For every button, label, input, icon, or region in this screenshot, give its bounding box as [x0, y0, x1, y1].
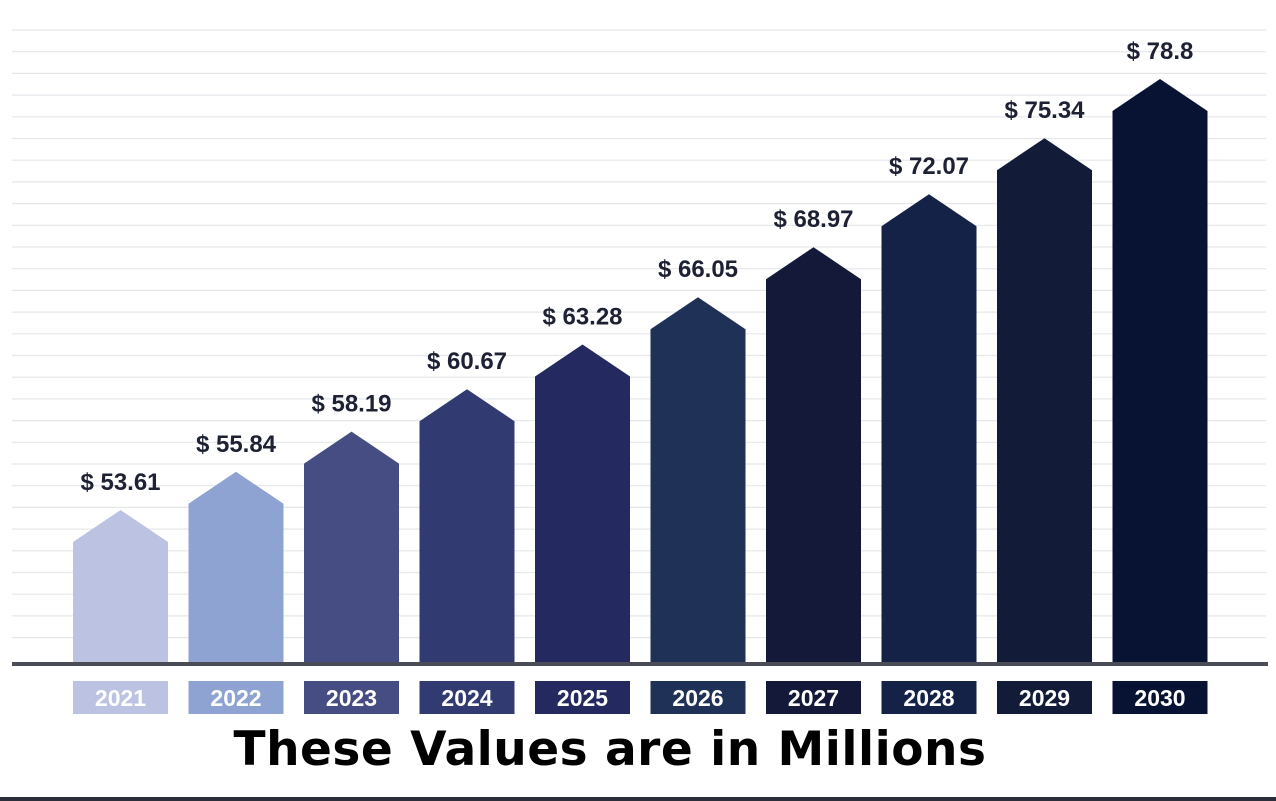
tick-label-2025: 2025 [557, 685, 608, 711]
data-label-2029: $ 75.34 [1004, 97, 1085, 124]
tick-box-2021 [73, 681, 168, 714]
bottom-border [0, 797, 1276, 801]
bar-2029 [997, 138, 1092, 662]
bar-2025 [535, 344, 630, 662]
data-label-2030: $ 78.8 [1127, 38, 1194, 65]
bar-2027 [766, 247, 861, 662]
tick-box-2023 [304, 681, 399, 714]
tick-box-2024 [419, 681, 515, 714]
tick-label-2026: 2026 [672, 685, 723, 711]
tick-box-2026 [650, 681, 746, 714]
tick-label-2022: 2022 [210, 685, 261, 711]
tick-label-2021: 2021 [95, 685, 146, 711]
bar-2026 [650, 297, 746, 662]
tick-label-2029: 2029 [1019, 685, 1070, 711]
data-label-2023: $ 58.19 [311, 391, 391, 418]
data-labels: $ 53.61 $ 55.84 $ 58.19 $ 60.67 $ 63.28 $ 66.… [80, 38, 1193, 496]
bar-2028 [881, 194, 977, 662]
data-label-2028: $ 72.07 [889, 153, 969, 180]
tick-label-2024: 2024 [441, 685, 492, 711]
data-label-2022: $ 55.84 [196, 431, 277, 458]
tick-box-2025 [535, 681, 630, 714]
bar-2021 [73, 510, 168, 662]
tick-box-2030 [1112, 681, 1208, 714]
tick-label-2030: 2030 [1134, 685, 1185, 711]
bar-2022 [188, 471, 284, 662]
tick-label-2023: 2023 [326, 685, 377, 711]
bar-2023 [304, 431, 399, 662]
tick-box-2028 [881, 681, 977, 714]
data-label-2024: $ 60.67 [427, 348, 507, 375]
tick-label-2027: 2027 [788, 685, 839, 711]
bar-2030 [1112, 79, 1208, 662]
bar-2024 [419, 389, 515, 662]
x-tick-labels: 2021 2022 2023 2024 2025 2026 2027 2028 2029 2030 [73, 681, 1208, 714]
units-caption: These Values are in Millions [233, 722, 987, 777]
tick-box-2022 [188, 681, 284, 714]
data-label-2021: $ 53.61 [80, 469, 160, 496]
tick-box-2029 [997, 681, 1092, 714]
tick-box-2027 [766, 681, 861, 714]
data-label-2025: $ 63.28 [542, 304, 622, 331]
bars [73, 79, 1208, 662]
tick-label-2028: 2028 [903, 685, 954, 711]
data-label-2027: $ 68.97 [773, 206, 853, 233]
data-label-2026: $ 66.05 [658, 256, 738, 283]
